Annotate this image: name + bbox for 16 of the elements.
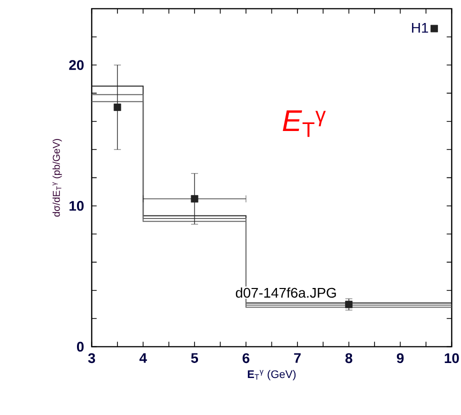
x-axis-title: E$_{T}$$^{γ}$ (GeV) (248, 370, 296, 380)
annotation: E$_{T}$γ (282, 110, 326, 137)
x-tick-label: 8 (345, 353, 352, 364)
x-tick-label: 4 (139, 353, 147, 363)
x-tick-label: 3 (88, 353, 96, 364)
y-tick-label: 0 (76, 342, 84, 352)
x-tick-label: 7 (294, 353, 301, 363)
x-tick-label: 6 (242, 353, 250, 364)
annotation: d07-147f6a.JPG (236, 287, 336, 298)
x-tick-label: 5 (191, 353, 198, 363)
y-tick-label: 20 (69, 60, 84, 70)
y-tick-label: 10 (70, 200, 84, 211)
x-tick-label: 10 (444, 353, 459, 364)
x-tick-label: 9 (396, 353, 404, 364)
legend-label: H1 (412, 23, 428, 33)
y-axis-title: dσ/dE$_{T}$$^{γ}$ (pb/GeV) (52, 139, 62, 217)
